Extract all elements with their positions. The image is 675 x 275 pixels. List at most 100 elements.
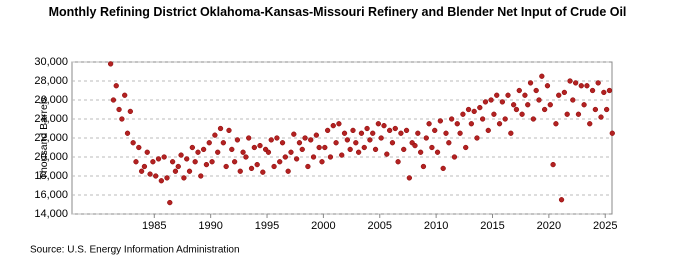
point xyxy=(167,199,173,206)
point xyxy=(375,121,382,127)
point xyxy=(603,106,610,113)
point xyxy=(423,135,429,141)
point xyxy=(499,99,506,105)
point xyxy=(324,127,331,134)
point xyxy=(598,114,604,120)
point xyxy=(519,111,525,117)
point xyxy=(248,165,255,172)
point xyxy=(398,130,404,136)
point xyxy=(305,163,311,170)
point xyxy=(339,152,345,158)
point xyxy=(595,80,601,86)
x-tick-label: 2010 xyxy=(424,220,448,232)
point xyxy=(265,149,272,155)
point xyxy=(186,168,193,174)
point xyxy=(164,175,170,181)
x-tick-label: 1985 xyxy=(142,220,166,232)
point xyxy=(468,121,475,127)
point xyxy=(601,89,607,96)
point xyxy=(254,161,260,168)
point xyxy=(488,97,494,103)
point xyxy=(110,97,117,103)
point xyxy=(448,116,455,122)
x-tick-label: 1995 xyxy=(255,220,279,232)
point xyxy=(344,137,351,143)
point xyxy=(288,149,294,155)
point xyxy=(454,121,460,127)
point xyxy=(217,125,224,132)
point xyxy=(246,135,252,141)
point xyxy=(310,154,317,160)
point xyxy=(370,130,376,136)
point xyxy=(384,151,390,157)
point xyxy=(231,159,238,165)
point xyxy=(229,146,235,153)
point xyxy=(330,123,336,129)
point xyxy=(578,83,584,89)
point xyxy=(570,97,576,103)
point xyxy=(226,127,232,134)
point xyxy=(443,130,449,136)
point xyxy=(474,135,480,141)
point xyxy=(567,78,573,84)
point xyxy=(200,146,207,153)
y-tick-label: 16,000 xyxy=(34,189,68,201)
point xyxy=(153,173,159,179)
point xyxy=(155,156,162,162)
point xyxy=(358,130,365,136)
point xyxy=(465,106,472,113)
point xyxy=(592,106,599,113)
point xyxy=(584,83,590,89)
point xyxy=(122,92,128,98)
point xyxy=(206,140,212,146)
point xyxy=(299,146,305,153)
point xyxy=(313,132,320,138)
point xyxy=(161,154,167,160)
point xyxy=(144,149,150,155)
point xyxy=(271,163,277,170)
point xyxy=(536,97,542,103)
point xyxy=(327,154,334,160)
point xyxy=(553,121,559,127)
point xyxy=(522,92,528,98)
point xyxy=(322,144,328,151)
point xyxy=(381,123,387,129)
point xyxy=(223,163,229,170)
y-tick-label: 14,000 xyxy=(34,208,68,220)
point xyxy=(589,87,596,94)
y-tick-label: 26,000 xyxy=(34,94,68,106)
point xyxy=(372,146,379,153)
y-tick-label: 20,000 xyxy=(34,151,68,163)
point xyxy=(530,116,537,122)
x-tick-label: 2025 xyxy=(593,220,617,232)
point xyxy=(378,135,384,141)
point xyxy=(282,154,289,160)
point xyxy=(189,144,195,151)
point xyxy=(277,159,283,165)
point xyxy=(138,168,145,174)
point xyxy=(260,169,266,175)
point xyxy=(609,130,615,136)
point xyxy=(240,149,246,155)
point xyxy=(463,144,469,151)
point xyxy=(234,137,241,143)
point xyxy=(395,159,401,165)
point xyxy=(308,137,314,143)
point xyxy=(587,121,593,127)
point xyxy=(401,146,407,153)
point xyxy=(364,125,370,132)
point xyxy=(446,140,452,146)
point xyxy=(471,108,477,115)
source: Source: U.S. Energy Information Administ… xyxy=(30,245,240,256)
point xyxy=(184,156,190,162)
point xyxy=(268,137,274,143)
point xyxy=(417,149,424,155)
x-tick-label: 1990 xyxy=(198,220,222,232)
point xyxy=(169,159,176,165)
chart-title: Monthly Refining District Oklahoma-Kansa… xyxy=(48,5,627,19)
point xyxy=(113,83,119,89)
point xyxy=(508,130,514,136)
x-tick-label: 2020 xyxy=(537,220,561,232)
